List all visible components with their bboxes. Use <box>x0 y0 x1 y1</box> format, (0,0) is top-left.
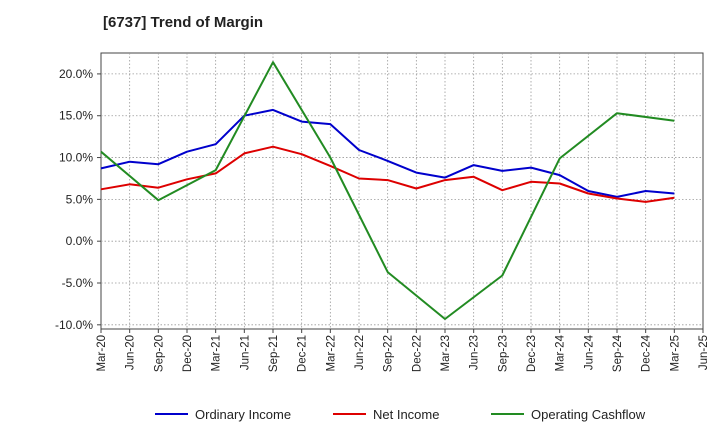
x-tick-label: Dec-20 <box>182 335 194 372</box>
x-tick-label: Mar-25 <box>669 335 681 371</box>
grid <box>101 53 703 329</box>
x-tick-label: Dec-21 <box>297 335 309 372</box>
series-line-ordinary-income <box>100 108 675 198</box>
x-tick-label: Mar-24 <box>555 334 567 371</box>
plot-area <box>100 52 704 330</box>
x-tick-label: Mar-21 <box>211 335 223 371</box>
x-tick-label: Jun-21 <box>239 335 251 370</box>
y-tick-label: -5.0% <box>62 276 94 290</box>
y-tick-label: 15.0% <box>59 109 93 123</box>
legend-label-net-income: Net Income <box>373 407 439 422</box>
legend: Ordinary Income Net Income Operating Cashf… <box>155 407 646 422</box>
x-tick-label: Jun-22 <box>354 335 366 370</box>
series-line-operating-cashflow <box>100 61 675 320</box>
x-tick-label: Mar-20 <box>96 335 108 371</box>
x-tick-label: Sep-23 <box>497 335 509 372</box>
x-tick-label: Jun-24 <box>583 334 595 370</box>
x-tick-label: Sep-20 <box>153 335 165 372</box>
legend-label-operating-cashflow: Operating Cashflow <box>531 407 646 422</box>
x-tick-label: Sep-24 <box>612 334 624 372</box>
x-tick-label: Dec-22 <box>411 335 423 372</box>
y-tick-label: 10.0% <box>59 151 93 165</box>
x-tick-label: Mar-22 <box>325 335 337 371</box>
series-lines <box>100 61 675 320</box>
x-tick-label: Jun-25 <box>698 335 710 370</box>
x-tick-label: Dec-24 <box>641 334 653 372</box>
x-axis-ticks: Mar-20 Jun-20 Sep-20 Dec-20 Mar-21 Jun-21 Sep-… <box>96 329 710 372</box>
x-tick-label: Sep-22 <box>383 335 395 372</box>
y-tick-label: 20.0% <box>59 67 93 81</box>
y-tick-label: 0.0% <box>66 234 94 248</box>
chart-title: [6737] Trend of Margin <box>103 14 264 31</box>
x-tick-label: Jun-20 <box>125 335 137 370</box>
y-tick-label: -10.0% <box>55 318 93 332</box>
series-line-net-income <box>100 145 675 203</box>
y-axis-ticks: 20.0% 15.0% 10.0% 5.0% 0.0% -5.0% -10.0% <box>55 67 101 332</box>
y-tick-label: 5.0% <box>66 192 94 206</box>
x-tick-label: Mar-23 <box>440 335 452 371</box>
x-tick-label: Dec-23 <box>526 335 538 372</box>
x-tick-label: Jun-23 <box>469 335 481 370</box>
legend-label-ordinary-income: Ordinary Income <box>195 407 291 422</box>
x-tick-label: Sep-21 <box>268 335 280 372</box>
